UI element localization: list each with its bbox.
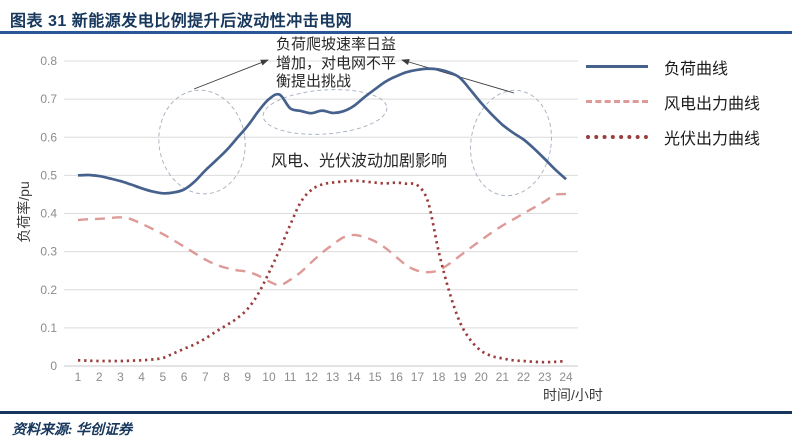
pv-line-swatch: [586, 134, 648, 139]
x-tick-label: 8: [223, 370, 230, 384]
wind-line-swatch: [586, 100, 648, 103]
load-curve-path: [77, 67, 567, 195]
x-tick-label: 19: [453, 370, 467, 384]
x-tick-label: 9: [244, 370, 251, 384]
highlight-ellipse-3: [470, 89, 552, 197]
chart-legend: 负荷曲线 风电出力曲线 光伏出力曲线: [586, 49, 760, 154]
y-tick-label: 0.8: [40, 54, 57, 68]
line-chart-svg: 00.10.20.30.40.50.60.70.81 2 3 4 5 6 7 8 9 10 11 12…: [40, 54, 578, 384]
y-tick-label: 0.7: [40, 92, 57, 106]
y-tick-label: 0.2: [40, 283, 57, 297]
annotation-ramp-note: 负荷爬坡速率日益增加，对电网不平衡提出挑战: [276, 36, 397, 90]
wind-curve-path: [77, 192, 567, 287]
legend-label-load: 负荷曲线: [664, 60, 729, 78]
x-tick-label: 24: [559, 370, 573, 384]
x-tick-label: 4: [138, 370, 145, 384]
y-tick-label: 0.6: [40, 130, 57, 144]
annotation-arrow-1: [193, 59, 269, 90]
x-tick-label: 6: [181, 370, 188, 384]
legend-item-wind: 风电出力曲线: [586, 84, 760, 119]
load-line-swatch: [586, 65, 648, 68]
x-tick-label: 20: [474, 370, 488, 384]
x-tick-label: 12: [305, 370, 319, 384]
y-tick-label: 0.1: [40, 321, 57, 335]
y-tick-label: 0: [50, 359, 57, 373]
x-tick-label: 14: [347, 370, 361, 384]
source-note: 资料来源: 华创证券: [12, 423, 133, 438]
y-axis-title: 负荷率/pu: [16, 181, 32, 243]
legend-label-pv: 光伏出力曲线: [664, 130, 761, 148]
x-tick-label: 13: [326, 370, 340, 384]
x-tick-label: 5: [160, 370, 167, 384]
x-tick-label: 16: [390, 370, 404, 384]
x-tick-label: 15: [368, 370, 382, 384]
legend-item-load: 负荷曲线: [586, 49, 760, 84]
y-tick-label: 0.3: [40, 245, 57, 259]
title-divider: [0, 31, 792, 34]
y-tick-label: 0.4: [40, 207, 57, 221]
pv-curve-path: [77, 179, 567, 364]
annotation-impact-note: 风电、光伏波动加剧影响: [271, 153, 448, 170]
x-axis-title: 时间/小时: [543, 387, 603, 403]
x-tick-label: 10: [262, 370, 276, 384]
x-tick-label: 17: [411, 370, 425, 384]
x-tick-label: 11: [284, 370, 297, 384]
figure-title: 图表 31 新能源发电比例提升后波动性冲击电网: [10, 13, 353, 30]
x-tick-label: 23: [538, 370, 552, 384]
x-tick-label: 3: [117, 370, 124, 384]
footer-divider: [0, 411, 792, 414]
x-tick-label: 21: [496, 370, 510, 384]
y-tick-label: 0.5: [40, 168, 57, 182]
legend-label-wind: 风电出力曲线: [664, 95, 761, 113]
x-tick-label: 1: [75, 370, 82, 384]
x-tick-label: 18: [432, 370, 446, 384]
highlight-ellipse-1: [158, 89, 246, 195]
x-tick-label: 7: [202, 370, 209, 384]
highlight-ellipse-2: [262, 89, 388, 135]
x-tick-label: 22: [517, 370, 531, 384]
legend-item-pv: 光伏出力曲线: [586, 119, 760, 154]
x-tick-label: 2: [96, 370, 103, 384]
